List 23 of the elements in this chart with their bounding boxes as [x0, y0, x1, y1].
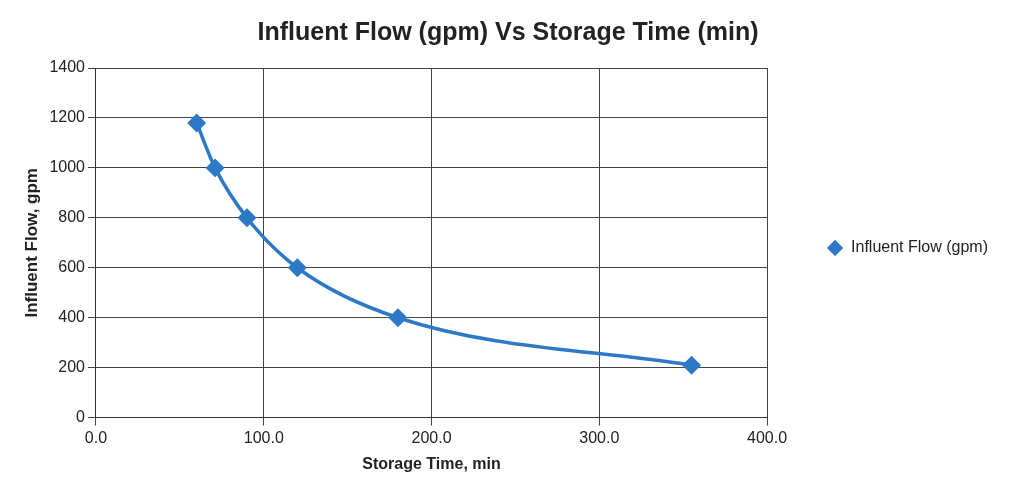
point [288, 259, 307, 277]
point [238, 209, 256, 227]
legend-label: Influent Flow (gpm) [851, 238, 988, 256]
y-axis-title: Influent Flow, gpm [21, 168, 41, 318]
y-tick-label: 200 [58, 358, 86, 376]
x-tick-label: 300.0 [579, 428, 620, 446]
point [187, 114, 206, 132]
y-tick-label: 600 [58, 258, 86, 276]
y-tick-label: 0 [76, 408, 86, 426]
y-tick-label: 400 [58, 308, 86, 326]
y-tick-label: 1200 [49, 108, 86, 126]
y-tick-label: 1400 [49, 58, 86, 76]
x-axis-title: Storage Time, min [362, 454, 501, 472]
x-tick-label: 400.0 [747, 428, 788, 446]
point [206, 159, 224, 177]
point [389, 308, 407, 327]
chart-title: Influent Flow (gpm) Vs Storage Time (min) [257, 16, 759, 45]
y-tick-label: 1000 [49, 158, 86, 176]
x-tick-label: 0.0 [84, 428, 108, 446]
x-tick-label: 200.0 [411, 428, 452, 446]
point [682, 356, 701, 374]
x-tick-label: 100.0 [243, 428, 284, 446]
y-tick-label: 800 [58, 208, 86, 226]
